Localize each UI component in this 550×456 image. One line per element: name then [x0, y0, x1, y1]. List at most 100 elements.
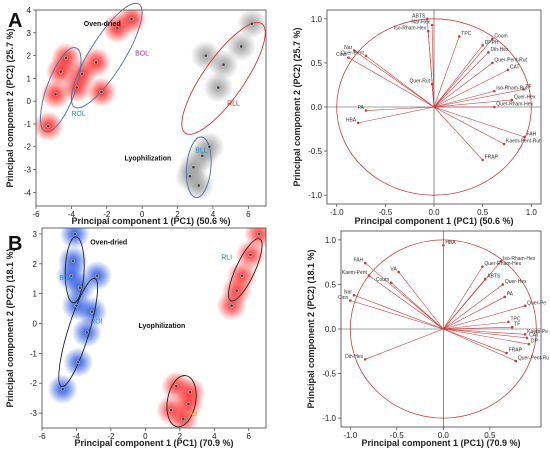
- panel-b-score-y-tick-label: -3: [30, 409, 38, 418]
- loading-vector-cinn: [350, 300, 444, 330]
- loading-point-iso-rham-rut: [493, 89, 496, 93]
- loading-label-cat: CAT: [510, 64, 520, 70]
- panel-a-score-y-tick-label: -1: [24, 120, 32, 129]
- score-point-rli: [248, 252, 253, 257]
- panel-b-loading-y-tick-label: 0.0: [325, 325, 337, 334]
- score-point-bli: [188, 390, 193, 395]
- score-point-rll: [239, 44, 244, 49]
- loading-point-quer-pent-ru: [514, 359, 518, 363]
- loading-vector-quer-hex: [433, 99, 512, 108]
- loading-point-cat: [525, 336, 529, 340]
- score-point-roi: [60, 387, 65, 392]
- score-point-bol: [99, 90, 104, 94]
- loading-point-tpc: [507, 320, 510, 324]
- loading-vector-iso-rham-rut: [433, 90, 495, 108]
- panel-a-score-x-tick-label: -6: [32, 210, 40, 219]
- score-point-bol: [129, 17, 134, 22]
- panel-a-score-x-tick-label: 6: [246, 210, 251, 219]
- score-point-rll: [249, 21, 254, 26]
- loading-vector-kaem-pent-rut: [433, 106, 505, 145]
- loading-vector-coum: [433, 38, 493, 108]
- loading-point-kaem-pent: [367, 274, 371, 277]
- group-label-bli: BLI: [187, 411, 198, 418]
- loading-label-hba: HBA: [346, 117, 357, 123]
- loading-vector-dih-hex: [433, 52, 489, 108]
- loading-label-pa: PA: [358, 105, 365, 111]
- loading-vector-pa: [443, 296, 505, 330]
- panel-b-score-x-tick-label: 6: [247, 432, 252, 441]
- panel-a-score-y-tick-label: -2: [24, 143, 32, 152]
- panel-b-loading-y-tick-label: 0.5: [325, 280, 337, 289]
- panel-b-score-y-tick-label: 0: [33, 320, 38, 329]
- loading-label-quer-pent-rut: Quer-Pent-Rut: [494, 57, 527, 63]
- score-point-rll: [203, 53, 208, 58]
- loading-vector-dp: [443, 328, 529, 345]
- panel-a-loading-x-tick-label: -1.0: [330, 208, 344, 217]
- loading-vector-nar-hex: [431, 24, 435, 108]
- loading-label-frap: FRAP: [509, 348, 523, 354]
- panel-b-loading-x-tick-label: -1.0: [343, 431, 357, 440]
- annotation-oven-dried: Oven-dried: [84, 21, 121, 28]
- loading-label-nar: Nar: [344, 290, 352, 296]
- panel-b-loading-x-tick-label: 0.0: [438, 431, 450, 440]
- loading-label-quer-pent-ru: Quer-Pent-Ru: [518, 356, 549, 362]
- score-point-bll: [191, 165, 196, 170]
- loading-vector-pa: [365, 106, 435, 111]
- score-point-bll: [200, 153, 205, 158]
- score-point-bli: [169, 408, 174, 412]
- score-point-roi: [76, 360, 81, 365]
- loading-label-frap: FRAP: [485, 154, 499, 160]
- panel-b-loading-y-tick-label: -0.5: [322, 370, 336, 379]
- confidence-ellipse-bli: [166, 375, 197, 428]
- panel-a-score-y-tick-label: 1: [27, 74, 32, 83]
- panel-b-score-x-tick-label: -4: [73, 432, 81, 441]
- score-point-rol: [46, 124, 51, 129]
- panel-a-score-x-tick-label: 2: [175, 210, 180, 219]
- loading-point-coum: [491, 37, 494, 41]
- panel-b-loading-x-axis-title: Principal component 1 (PC1) (70.9 %): [361, 438, 520, 448]
- panel-a-score-y-tick-label: -3: [24, 166, 32, 175]
- loading-vector-tpc: [443, 321, 509, 330]
- loading-label-quer-rham-hex: Quer-Rham-Hex: [484, 261, 521, 267]
- panel-a-loading-y-tick-label: 0.5: [311, 59, 323, 68]
- panel-b-loading-x-tick-label: 0.5: [484, 431, 496, 440]
- score-point-rol: [58, 69, 63, 74]
- group-label-roi: ROI: [90, 319, 103, 326]
- score-point-rli: [257, 232, 262, 236]
- loading-label-tpc: TPC: [461, 31, 471, 37]
- loading-point-nar-hex: [430, 23, 434, 27]
- loading-point-pa: [503, 295, 507, 299]
- score-point-bol: [80, 71, 84, 76]
- score-point-rol: [53, 92, 58, 97]
- panel-a-score-y-axis-title: Principal component 2 (PC2) (25.7 %): [5, 28, 15, 187]
- confidence-ellipse-rli: [228, 238, 263, 302]
- score-point-roi: [84, 330, 89, 335]
- loading-label-coum: Coum: [494, 34, 507, 40]
- loading-vector-frap: [433, 106, 483, 161]
- panel-a-score-y-tick-label: -4: [24, 188, 32, 197]
- loading-point-quer-rham-hex: [493, 105, 496, 109]
- loading-point-hba: [356, 121, 360, 125]
- panel-b-score-y-tick-label: 1: [33, 290, 38, 299]
- loading-label-quer-hex: Quer-Hex: [505, 279, 527, 285]
- loading-label-dih-hex: Dih-Hex: [490, 47, 509, 53]
- loading-label-abts: ABTS: [412, 13, 426, 19]
- score-point-rll: [216, 85, 221, 90]
- panel-b-score-y-tick-label: -1: [30, 349, 38, 358]
- score-point-rli: [229, 303, 234, 308]
- annotation-lyophilization: Lyophilization: [138, 323, 185, 330]
- loading-vector-quer-pent-ru: [443, 328, 517, 362]
- loading-label-quer-pe: Quer-Pe: [527, 300, 546, 306]
- loading-point-pa: [364, 109, 368, 112]
- panel-a-loading-y-tick-label: 0.0: [311, 103, 323, 112]
- loading-point-iso-rham-hex: [426, 29, 430, 33]
- panel-a-score-x-tick-label: 0: [140, 210, 145, 219]
- panel-b-loading-y-tick-label: 1.0: [325, 236, 337, 245]
- confidence-ellipse-bll: [185, 136, 212, 198]
- loading-vector-va: [398, 271, 444, 330]
- panel-b-loading-y-tick-label: -1.0: [322, 414, 336, 423]
- panel-letter-b: B: [8, 233, 22, 255]
- loading-label-va: VA: [390, 266, 397, 272]
- score-point-roi: [90, 309, 94, 314]
- group-label-rol: ROL: [71, 111, 86, 118]
